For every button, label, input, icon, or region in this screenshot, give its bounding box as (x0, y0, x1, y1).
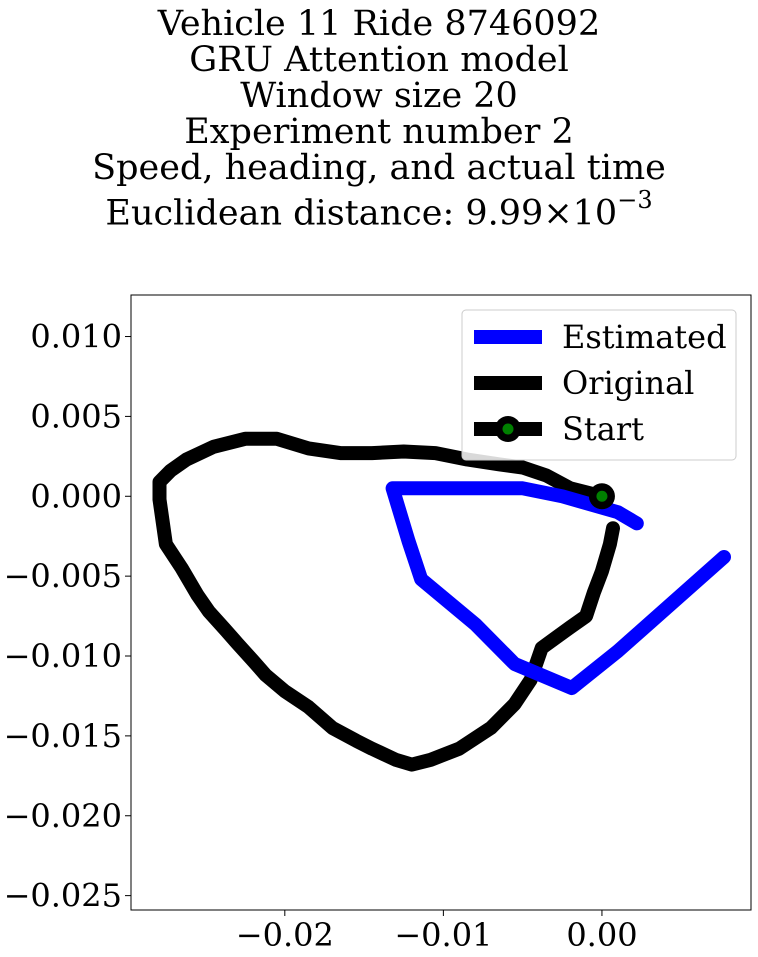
y-tick-label: −0.010 (4, 637, 122, 675)
series-line-estimated (385, 481, 731, 695)
legend-label-original: Original (562, 364, 694, 402)
start-marker (596, 490, 608, 502)
x-tick-label: 0.00 (566, 916, 637, 954)
title-line-6: Euclidean distance: 9.99×10−3 (0, 186, 758, 232)
legend: Estimated Original Start (461, 309, 737, 461)
axis-layer: −0.02 −0.01 0.00 0.010 0.005 0.000 −0.005 −0.01… (4, 318, 638, 954)
title-exponent: −3 (617, 186, 653, 214)
legend-label-start: Start (562, 410, 644, 448)
plot-frame (130, 294, 752, 911)
chart-title: Vehicle 11 Ride 8746092 GRU Attention mo… (0, 0, 758, 232)
title-line-3: Window size 20 (240, 76, 518, 116)
y-tick-label: −0.025 (4, 877, 122, 915)
title-distance-prefix: Euclidean distance: 9.99 (105, 193, 544, 234)
y-tick-label: 0.000 (30, 477, 122, 515)
legend-label-estimated: Estimated (562, 318, 727, 356)
title-times-sign: × (543, 193, 573, 234)
title-base: 10 (572, 193, 618, 234)
y-tick-label: −0.015 (4, 717, 122, 755)
legend-marker-start (502, 423, 514, 435)
y-tick-label: −0.020 (4, 797, 122, 835)
title-line-2: GRU Attention model (189, 40, 569, 80)
x-tick-label: −0.01 (394, 916, 492, 954)
y-tick-label: −0.005 (4, 557, 122, 595)
y-tick-label: 0.010 (30, 318, 122, 356)
series-layer (152, 431, 731, 772)
title-line-5: Speed, heading, and actual time (92, 148, 666, 188)
x-tick-label: −0.02 (236, 916, 334, 954)
y-tick-label: 0.005 (30, 397, 122, 435)
title-line-1: Vehicle 11 Ride 8746092 (157, 4, 601, 44)
title-line-4: Experiment number 2 (184, 112, 574, 152)
series-line-original (152, 431, 620, 772)
